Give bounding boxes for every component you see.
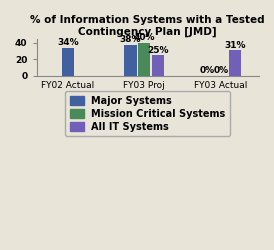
Text: 34%: 34% [57, 38, 79, 47]
Bar [152, 55, 164, 76]
Bar [62, 48, 74, 76]
Text: 38%: 38% [120, 35, 141, 44]
Text: 25%: 25% [147, 46, 169, 54]
Title: % of Information Systems with a Tested
Contingency Plan [JMD]: % of Information Systems with a Tested C… [30, 15, 265, 37]
Legend: Major Systems, Mission Critical Systems, AII IT Systems: Major Systems, Mission Critical Systems,… [65, 91, 230, 136]
Text: 40%: 40% [133, 33, 155, 42]
Bar [138, 43, 150, 76]
Text: 0%: 0% [199, 66, 215, 75]
Bar [229, 50, 241, 76]
Text: 0%: 0% [213, 66, 228, 75]
Bar [124, 44, 136, 76]
Text: 31%: 31% [224, 40, 246, 50]
